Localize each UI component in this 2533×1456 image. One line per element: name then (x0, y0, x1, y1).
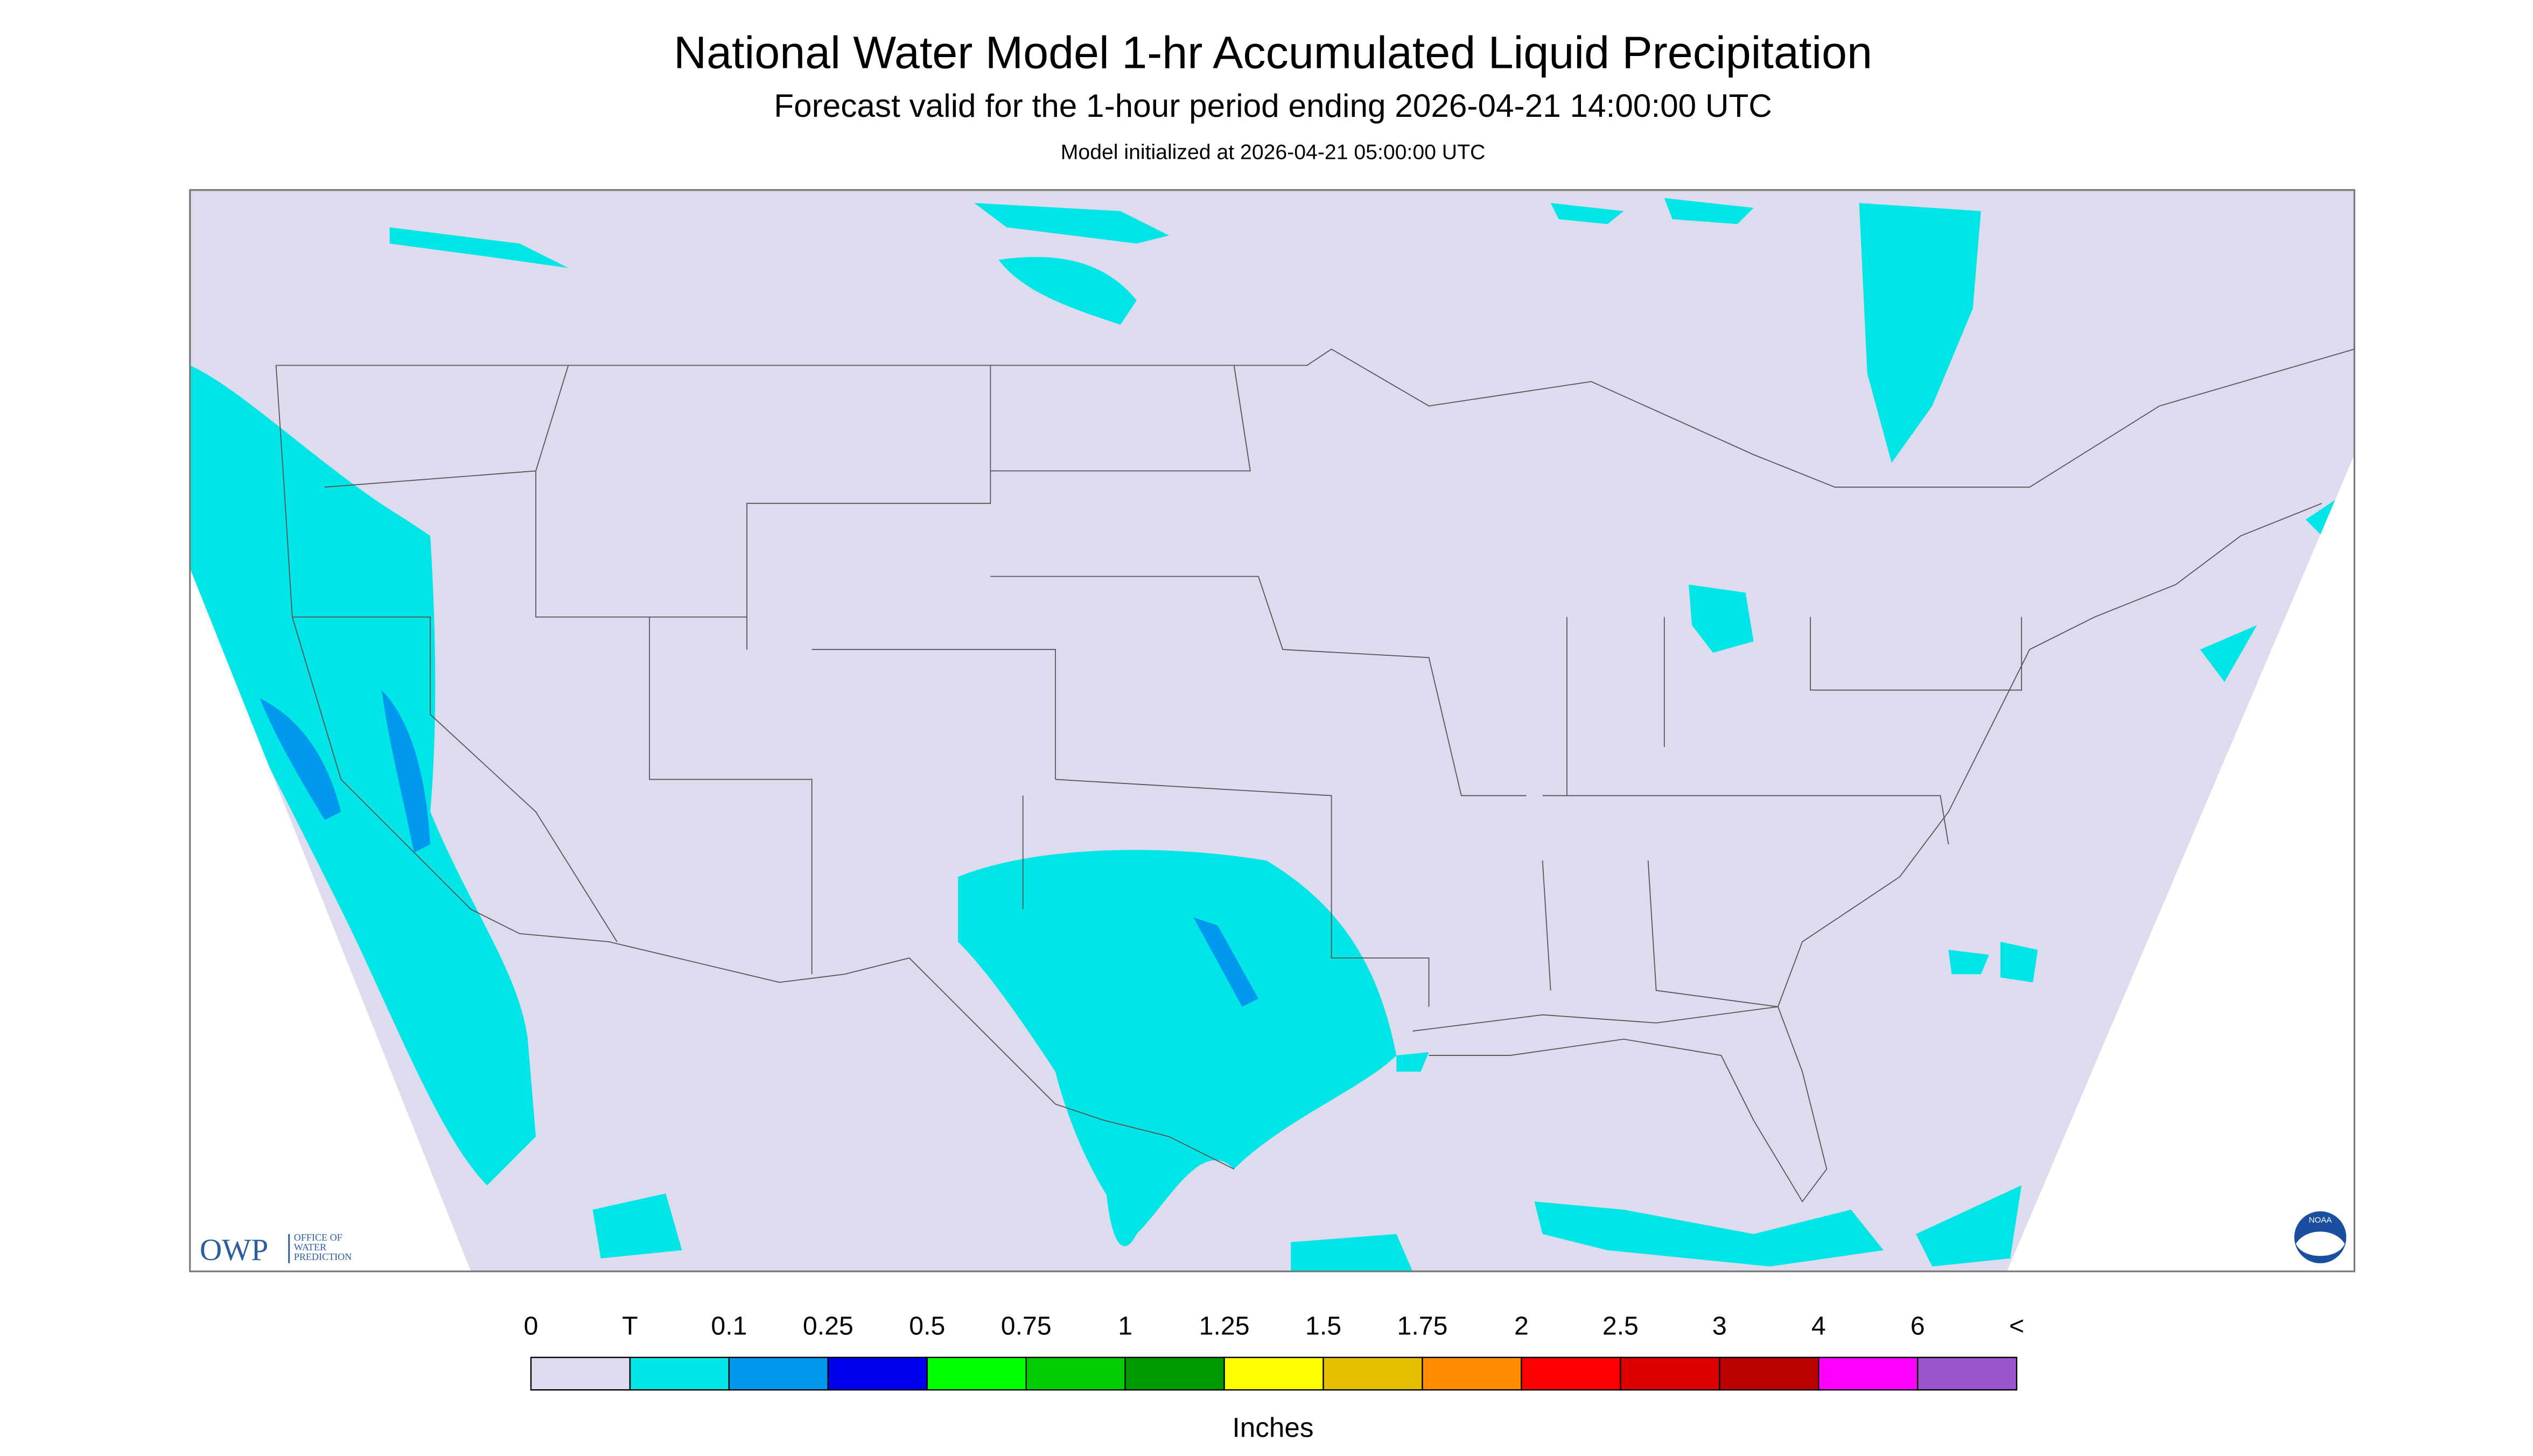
legend-swatch (728, 1356, 829, 1391)
legend-label: 2 (1514, 1312, 1529, 1341)
legend-unit: Inches (1233, 1412, 1314, 1443)
map (189, 189, 2355, 1272)
noaa-logo-text: NOAA (2309, 1216, 2333, 1225)
init-time: Model initialized at 2026-04-21 05:00:00… (1061, 141, 1486, 164)
legend-label: 1.75 (1397, 1312, 1448, 1341)
legend-swatch (1422, 1356, 1522, 1391)
owp-name: PREDICTION (294, 1251, 352, 1262)
noaa-logo: NOAA (2294, 1211, 2347, 1264)
legend-swatch (629, 1356, 730, 1391)
legend-label: 0 (524, 1312, 538, 1341)
legend-label: T (622, 1312, 638, 1341)
legend-label: 1.5 (1305, 1312, 1341, 1341)
legend-swatch (926, 1356, 1027, 1391)
legend-swatch (530, 1356, 631, 1391)
owp-name: WATER (294, 1242, 327, 1252)
precipitation (190, 198, 2355, 1272)
legend-swatch (1323, 1356, 1423, 1391)
borders (275, 348, 2355, 1203)
owp-logo-text: OWP (200, 1233, 268, 1267)
legend-label: 0.1 (711, 1312, 747, 1341)
legend-swatch (1223, 1356, 1324, 1391)
legend-swatch (1916, 1356, 2018, 1391)
legend-label: 0.75 (1001, 1312, 1052, 1341)
legend-label: 4 (1811, 1312, 1826, 1341)
legend-swatch (1719, 1356, 1820, 1391)
legend: 0 T 0.1 0.25 0.5 0.75 1 1.25 1.5 1.75 2 2.5 3 4 6 < (524, 1312, 2024, 1391)
owp-logo: OWP OFFICE OF WATER PREDICTION (200, 1232, 352, 1267)
legend-label: 0.5 (909, 1312, 945, 1341)
legend-label: 0.25 (803, 1312, 853, 1341)
legend-label: 6 (1911, 1312, 1925, 1341)
legend-swatch (1818, 1356, 1919, 1391)
legend-swatch (1025, 1356, 1126, 1391)
legend-swatch (827, 1356, 928, 1391)
legend-label: < (2009, 1312, 2024, 1341)
legend-label: 2.5 (1603, 1312, 1639, 1341)
legend-swatch (1620, 1356, 1720, 1391)
legend-swatch (1521, 1356, 1621, 1391)
legend-label: 1 (1118, 1312, 1132, 1341)
legend-label: 1.25 (1199, 1312, 1250, 1341)
title: National Water Model 1-hr Accumulated Li… (674, 27, 1872, 78)
legend-swatch (1124, 1356, 1225, 1391)
subtitle: Forecast valid for the 1-hour period end… (774, 87, 1772, 124)
legend-label: 3 (1712, 1312, 1727, 1341)
owp-name: OFFICE OF (294, 1232, 342, 1243)
